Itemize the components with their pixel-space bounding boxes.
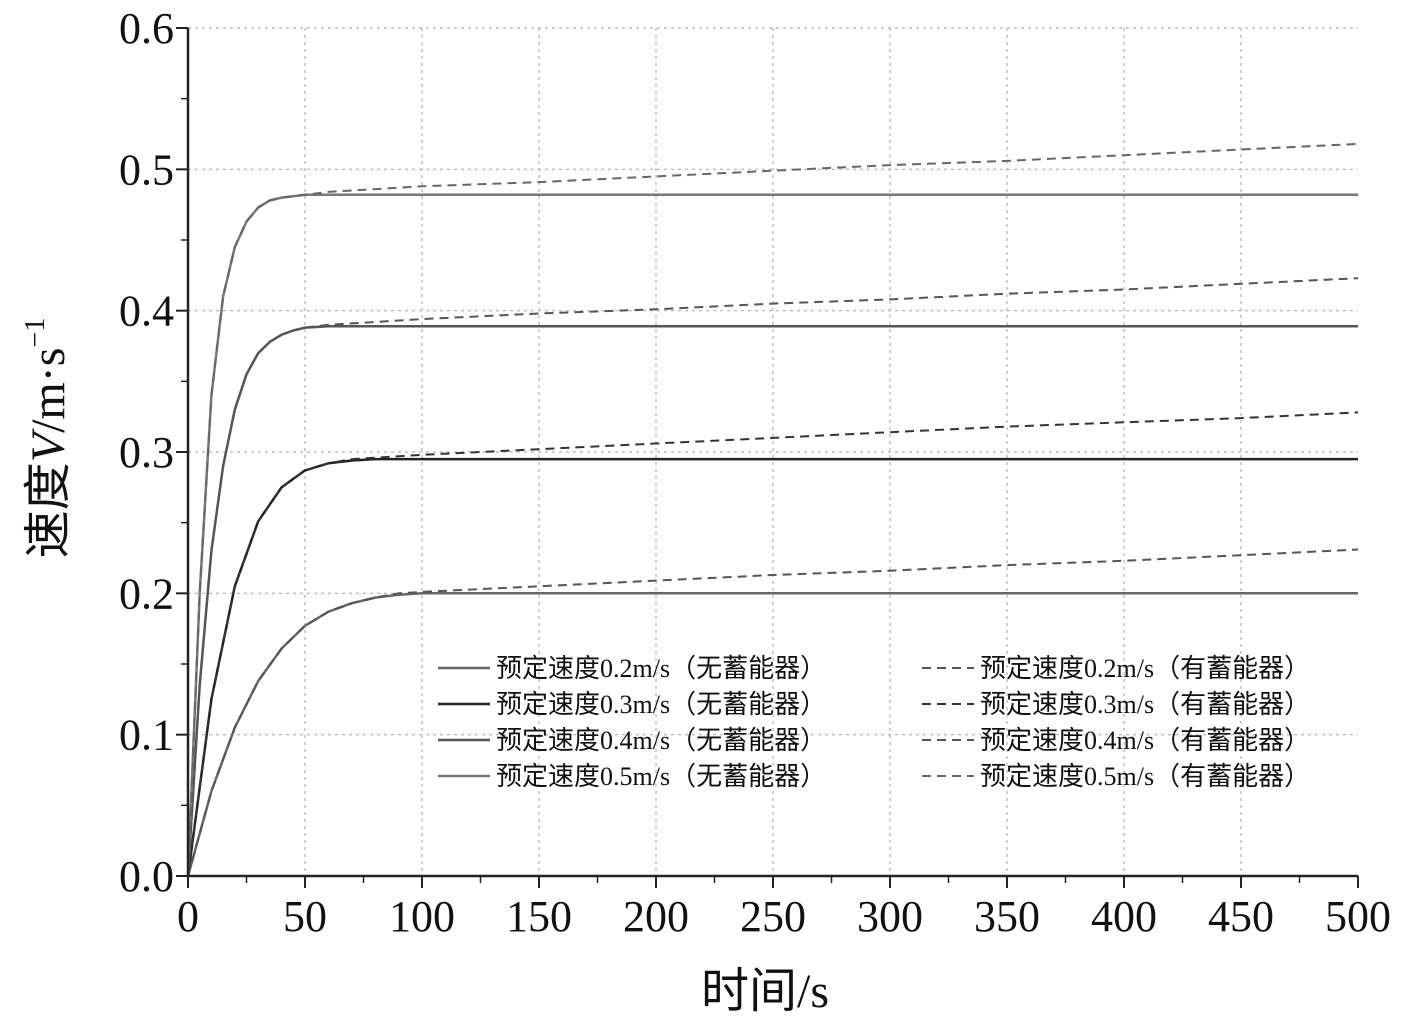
series-line-8: [187, 142, 1359, 877]
series-line-1: [186, 592, 1358, 877]
y-axis-title-prefix: 速度: [22, 462, 75, 558]
y-axis-title-var: V: [22, 428, 75, 462]
series-lines: [186, 142, 1359, 877]
y-tick-label: 0.1: [119, 711, 174, 760]
y-tick-label: 0.0: [119, 852, 174, 901]
legend-label: 预定速度0.4m/s（有蓄能器）: [980, 726, 1310, 755]
x-tick-label: 400: [1091, 892, 1157, 941]
y-tick-label: 0.6: [119, 4, 174, 53]
series-line-6: [187, 411, 1359, 877]
legend-label: 预定速度0.2m/s（有蓄能器）: [980, 654, 1310, 683]
x-tick-label: 250: [740, 892, 806, 941]
x-tick-label: 300: [857, 892, 923, 941]
y-tick-label: 0.2: [119, 569, 174, 618]
legend-label: 预定速度0.5m/s（无蓄能器）: [496, 762, 826, 791]
legend-label: 预定速度0.3m/s（无蓄能器）: [496, 690, 826, 719]
x-tick-label: 350: [974, 892, 1040, 941]
y-tick-label: 0.5: [119, 145, 174, 194]
x-tick-label: 450: [1208, 892, 1274, 941]
x-tick-label: 100: [389, 892, 455, 941]
legend-label: 预定速度0.2m/s（无蓄能器）: [496, 654, 826, 683]
y-axis-title: 速度V/m·s−1: [20, 318, 75, 558]
x-axis-title: 时间/s: [701, 965, 829, 1016]
legend-label: 预定速度0.3m/s（有蓄能器）: [980, 690, 1310, 719]
y-tick-label: 0.3: [119, 428, 174, 477]
series-line-5: [187, 548, 1359, 877]
y-axis-title-unit: /m·s: [22, 348, 75, 433]
legend: 预定速度0.2m/s（无蓄能器） 预定速度0.2m/s（有蓄能器） 预定速度0.3m…: [438, 654, 1310, 791]
y-tick-label: 0.4: [119, 287, 174, 336]
x-tick-label: 200: [623, 892, 689, 941]
legend-label: 预定速度0.4m/s（无蓄能器）: [496, 726, 826, 755]
y-axis-title-exponent: −1: [20, 318, 51, 348]
x-tick-label: 50: [283, 892, 327, 941]
x-tick-label: 0: [177, 892, 199, 941]
x-tick-label: 150: [506, 892, 572, 941]
ticks: 0 50 100 150 200 250 300 350 400 450 500 0.0 0.1 0.2 0…: [119, 4, 1391, 941]
series-line-7: [187, 277, 1359, 877]
grid: [188, 27, 1358, 876]
legend-label: 预定速度0.5m/s（有蓄能器）: [980, 762, 1310, 791]
x-tick-label: 500: [1325, 892, 1391, 941]
